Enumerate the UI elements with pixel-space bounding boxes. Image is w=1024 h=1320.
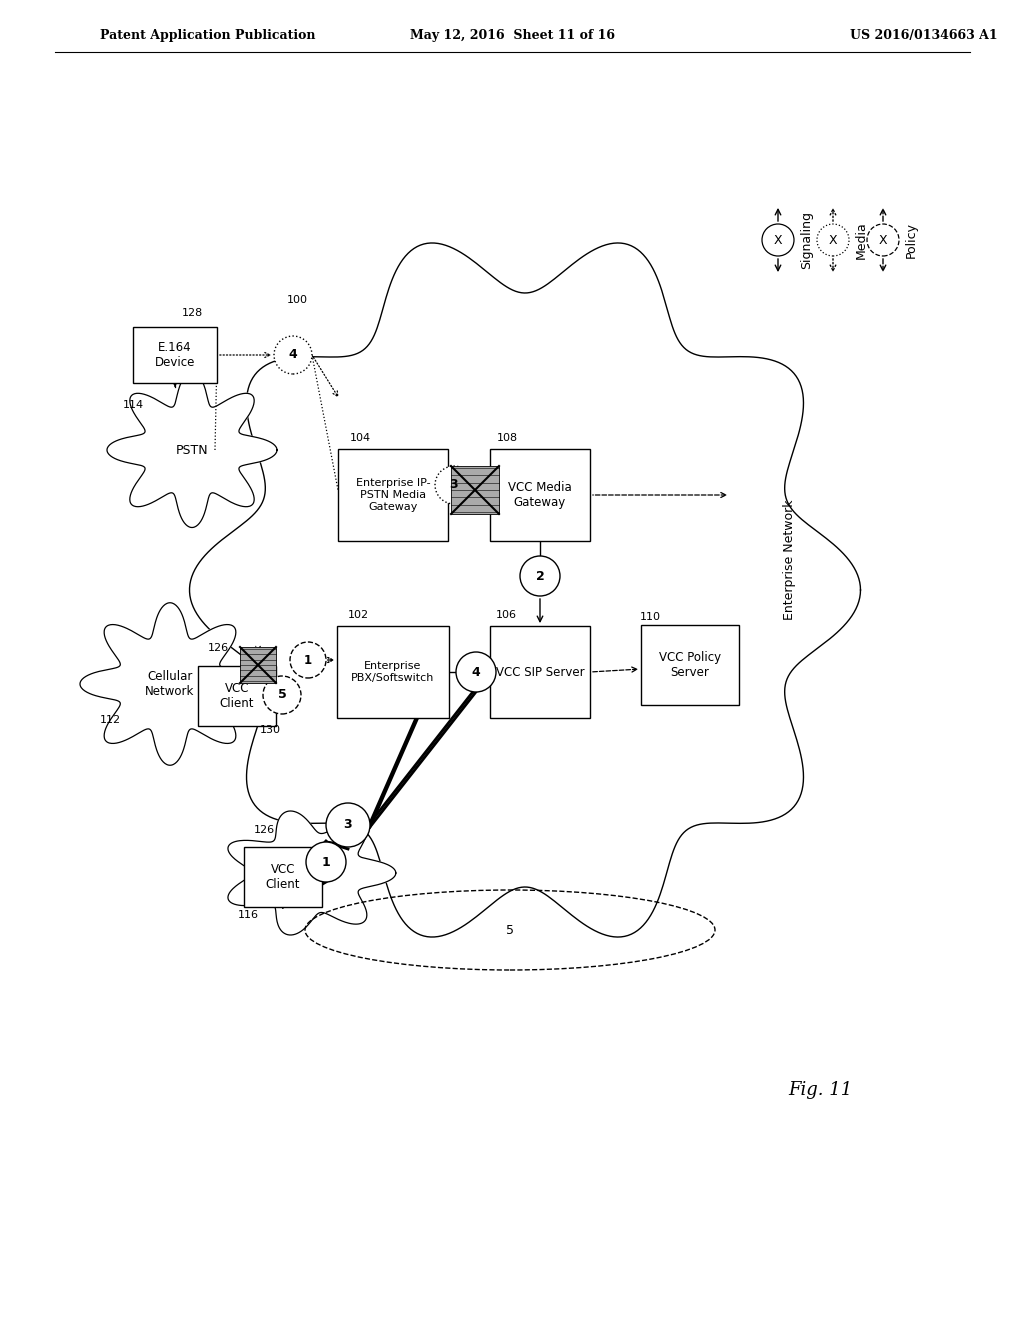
- Text: 126: 126: [208, 643, 228, 653]
- Text: 108: 108: [497, 433, 517, 444]
- Text: 104: 104: [349, 433, 371, 444]
- Text: X: X: [774, 234, 782, 247]
- FancyBboxPatch shape: [490, 449, 590, 541]
- Text: 128: 128: [181, 308, 203, 318]
- Text: 1: 1: [304, 653, 312, 667]
- Circle shape: [867, 224, 899, 256]
- Text: 1: 1: [322, 855, 331, 869]
- FancyBboxPatch shape: [641, 624, 739, 705]
- FancyBboxPatch shape: [244, 847, 322, 907]
- Text: Signaling: Signaling: [800, 211, 813, 269]
- Text: Media: Media: [855, 222, 868, 259]
- Text: 126: 126: [253, 825, 274, 836]
- Text: 116: 116: [238, 909, 258, 920]
- Polygon shape: [189, 243, 860, 937]
- Circle shape: [306, 842, 346, 882]
- Text: Policy: Policy: [905, 222, 918, 257]
- Text: 2: 2: [536, 569, 545, 582]
- FancyBboxPatch shape: [338, 449, 449, 541]
- Text: IP Network: IP Network: [276, 866, 340, 879]
- Polygon shape: [108, 372, 278, 528]
- Circle shape: [520, 556, 560, 597]
- Text: 112: 112: [99, 715, 121, 725]
- FancyBboxPatch shape: [240, 647, 276, 682]
- Text: 100: 100: [287, 294, 307, 305]
- Circle shape: [435, 466, 473, 504]
- Text: 5: 5: [506, 924, 514, 936]
- Text: 130: 130: [259, 725, 281, 735]
- Circle shape: [290, 642, 326, 678]
- Text: VCC Policy
Server: VCC Policy Server: [658, 651, 721, 678]
- Text: US 2016/0134663 A1: US 2016/0134663 A1: [850, 29, 997, 41]
- Text: 4: 4: [472, 665, 480, 678]
- Text: VCC Media
Gateway: VCC Media Gateway: [508, 480, 571, 510]
- Polygon shape: [228, 810, 396, 935]
- Text: E.164
Device: E.164 Device: [155, 341, 196, 370]
- FancyBboxPatch shape: [451, 466, 499, 513]
- Text: 102: 102: [347, 610, 369, 620]
- Text: 3: 3: [450, 479, 459, 491]
- Text: Enterprise IP-
PSTN Media
Gateway: Enterprise IP- PSTN Media Gateway: [355, 478, 430, 512]
- Text: Enterprise Network: Enterprise Network: [783, 500, 797, 620]
- Polygon shape: [80, 603, 260, 766]
- Text: Patent Application Publication: Patent Application Publication: [100, 29, 315, 41]
- Text: VCC
Client: VCC Client: [266, 863, 300, 891]
- Text: 110: 110: [640, 612, 660, 622]
- Text: X: X: [828, 234, 838, 247]
- Text: Fig. 11: Fig. 11: [787, 1081, 852, 1100]
- FancyBboxPatch shape: [198, 667, 276, 726]
- Circle shape: [263, 676, 301, 714]
- Text: 106: 106: [496, 610, 516, 620]
- Text: 4: 4: [289, 348, 297, 362]
- Text: X: X: [879, 234, 888, 247]
- Text: Enterprise
PBX/Softswitch: Enterprise PBX/Softswitch: [351, 661, 434, 682]
- Text: 3: 3: [344, 818, 352, 832]
- FancyBboxPatch shape: [490, 626, 590, 718]
- Circle shape: [762, 224, 794, 256]
- Text: 114: 114: [123, 400, 143, 411]
- FancyBboxPatch shape: [133, 327, 217, 383]
- Circle shape: [274, 337, 312, 374]
- Text: VCC
Client: VCC Client: [220, 682, 254, 710]
- FancyBboxPatch shape: [337, 626, 449, 718]
- Text: Cellular
Network: Cellular Network: [145, 671, 195, 698]
- Text: PSTN: PSTN: [176, 444, 208, 457]
- Text: 5: 5: [278, 689, 287, 701]
- Text: VCC SIP Server: VCC SIP Server: [496, 665, 585, 678]
- Circle shape: [326, 803, 370, 847]
- Circle shape: [817, 224, 849, 256]
- Text: May 12, 2016  Sheet 11 of 16: May 12, 2016 Sheet 11 of 16: [410, 29, 614, 41]
- Circle shape: [456, 652, 496, 692]
